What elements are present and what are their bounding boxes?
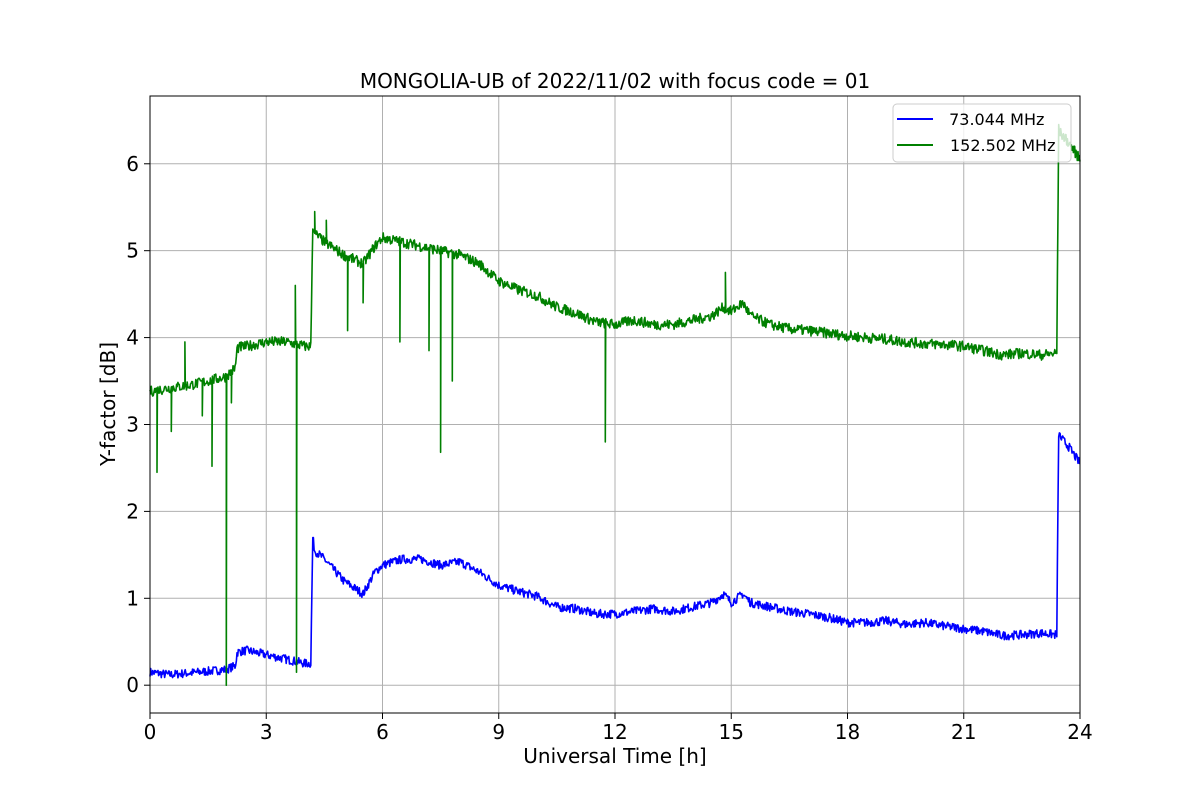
y-tick-label: 3 bbox=[126, 412, 139, 436]
y-tick-label: 4 bbox=[126, 326, 139, 350]
y-tick-label: 5 bbox=[126, 239, 139, 263]
series-line-73mhz bbox=[149, 432, 1081, 679]
series-line-152mhz bbox=[149, 123, 1081, 686]
y-tick-label: 1 bbox=[126, 586, 139, 610]
x-tick-label: 24 bbox=[1067, 720, 1092, 744]
legend-box bbox=[892, 103, 1072, 163]
legend: 73.044 MHz 152.502 MHz bbox=[892, 103, 1072, 163]
y-tick-label: 6 bbox=[126, 152, 139, 176]
chart-title: MONGOLIA-UB of 2022/11/02 with focus cod… bbox=[360, 69, 870, 93]
y-tick-label: 2 bbox=[126, 499, 139, 523]
x-tick-label: 12 bbox=[602, 720, 627, 744]
y-axis-label: Y-factor [dB] bbox=[96, 342, 120, 467]
x-tick-label: 6 bbox=[376, 720, 389, 744]
series-layer bbox=[149, 123, 1081, 686]
legend-label-73mhz: 73.044 MHz bbox=[944, 110, 1044, 129]
x-axis-label: Universal Time [h] bbox=[523, 744, 706, 768]
x-tick-label: 0 bbox=[144, 720, 157, 744]
x-tick-label: 3 bbox=[260, 720, 273, 744]
x-tick-label: 18 bbox=[835, 720, 860, 744]
legend-label-152mhz: 152.502 MHz bbox=[950, 136, 1055, 155]
x-tick-label: 15 bbox=[719, 720, 744, 744]
y-tick-label: 0 bbox=[126, 673, 139, 697]
x-tick-label: 9 bbox=[492, 720, 505, 744]
x-tick-label: 21 bbox=[951, 720, 976, 744]
